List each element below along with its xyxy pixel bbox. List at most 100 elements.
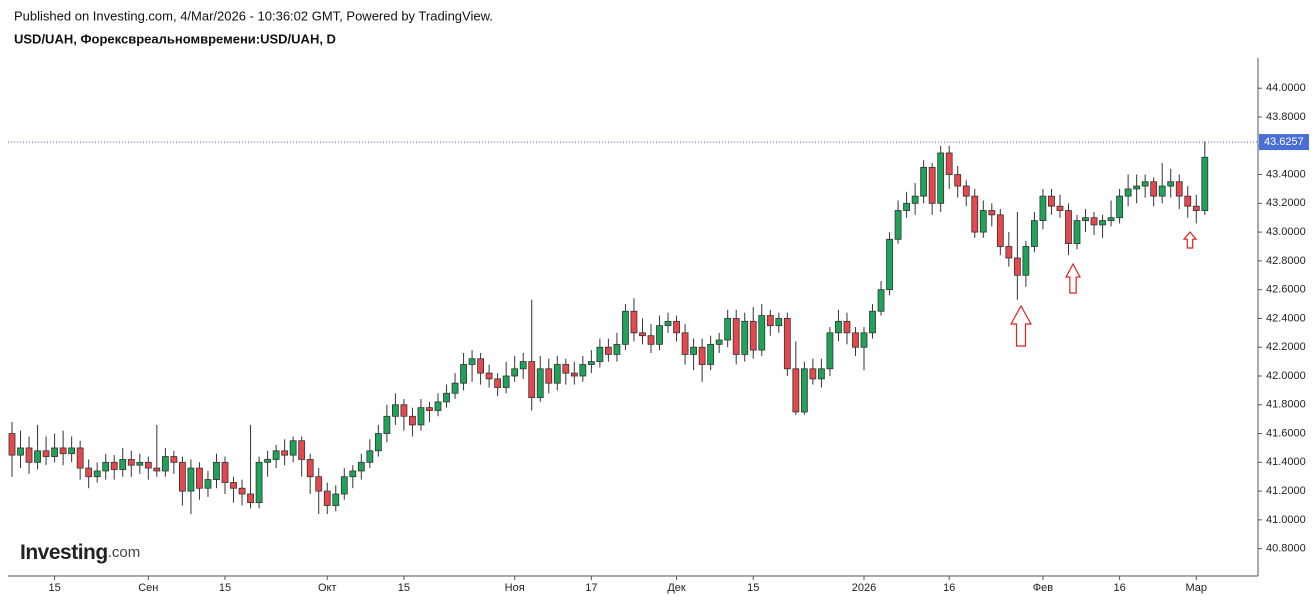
- candle: [289, 436, 297, 463]
- candle-body: [366, 450, 374, 463]
- candle-body: [426, 407, 433, 411]
- candle: [886, 232, 893, 296]
- candle-body: [843, 320, 851, 334]
- x-tick-label: 15: [398, 582, 410, 594]
- candle: [1005, 232, 1013, 267]
- candle-body: [775, 318, 783, 327]
- candle: [715, 332, 723, 353]
- candle: [374, 424, 382, 457]
- x-tick-label: 2026: [852, 582, 876, 594]
- candle-body: [502, 375, 510, 388]
- candle-body: [400, 404, 408, 417]
- candle-body: [766, 315, 774, 327]
- candle-body: [570, 372, 578, 377]
- candle: [1124, 174, 1132, 207]
- candle-body: [758, 315, 766, 351]
- x-tick-label: Фев: [1033, 582, 1053, 594]
- candle: [1192, 194, 1200, 224]
- y-tick-label: 42.8000: [1266, 255, 1306, 267]
- candle-body: [937, 152, 945, 204]
- candle-body: [1039, 195, 1047, 221]
- candle: [877, 281, 885, 316]
- candle: [102, 453, 110, 480]
- candle: [1013, 211, 1021, 300]
- x-tick-label: 16: [1113, 582, 1125, 594]
- candle: [357, 453, 365, 480]
- candle: [1133, 174, 1141, 204]
- candle: [238, 479, 246, 506]
- candle: [1065, 203, 1072, 256]
- candle: [136, 453, 144, 474]
- candle-body: [17, 447, 24, 456]
- candle-body: [417, 407, 425, 426]
- candle: [1150, 177, 1158, 207]
- candle: [613, 332, 621, 362]
- candle: [545, 358, 553, 394]
- candle: [962, 180, 970, 207]
- candle-body: [562, 364, 570, 374]
- candle: [366, 439, 374, 469]
- annotation-arrow: [1009, 304, 1033, 347]
- candle: [51, 433, 58, 463]
- candle-body: [528, 361, 536, 398]
- candle: [783, 312, 791, 376]
- candle: [391, 393, 399, 425]
- candle-body: [553, 364, 561, 384]
- candle: [306, 453, 314, 494]
- candle: [272, 445, 280, 469]
- candle-body: [519, 361, 527, 370]
- candle-body: [800, 368, 808, 413]
- candle-body: [1107, 217, 1115, 221]
- candle: [826, 327, 834, 376]
- candle-body: [170, 456, 178, 463]
- candle: [920, 160, 928, 204]
- candle-body: [860, 332, 868, 348]
- candle: [622, 304, 629, 351]
- candle-body: [357, 461, 365, 472]
- candle: [204, 470, 212, 497]
- candle-body: [281, 450, 289, 456]
- candle-body: [732, 318, 740, 355]
- logo-main: Investing: [20, 541, 108, 564]
- candle: [349, 465, 357, 489]
- candle-body: [374, 433, 382, 452]
- candle-body: [996, 214, 1004, 247]
- candle: [656, 315, 663, 351]
- y-tick-label: 42.4000: [1266, 312, 1306, 324]
- candle-body: [1201, 156, 1209, 211]
- x-tick-label: Сен: [138, 582, 158, 594]
- candle: [860, 327, 868, 371]
- candle: [766, 309, 774, 336]
- candle-body: [920, 166, 928, 197]
- candle: [818, 358, 825, 388]
- candle-body: [323, 490, 331, 506]
- candle: [460, 352, 467, 391]
- candle-body: [51, 447, 58, 457]
- candle-body: [979, 210, 987, 233]
- candle: [144, 456, 152, 480]
- candle: [59, 430, 67, 466]
- candle: [170, 450, 178, 474]
- candle-body: [545, 368, 553, 384]
- annotation-arrow: [1064, 262, 1082, 294]
- x-tick-label: Дек: [667, 582, 686, 594]
- candle: [954, 165, 962, 198]
- candle-body: [1116, 195, 1123, 219]
- last-price-label: 43.6257: [1264, 136, 1304, 148]
- candle-body: [213, 461, 220, 480]
- candle: [741, 312, 749, 362]
- x-tick-label: 16: [943, 582, 955, 594]
- y-tick-label: 41.2000: [1266, 485, 1306, 497]
- candle: [230, 476, 237, 503]
- candle-body: [1031, 220, 1038, 247]
- candle-body: [536, 368, 544, 398]
- candle: [187, 459, 195, 515]
- candle: [340, 468, 348, 500]
- candle: [323, 482, 331, 515]
- candle: [945, 145, 953, 189]
- candle: [996, 209, 1004, 256]
- candle: [1158, 163, 1166, 204]
- candle-body: [59, 447, 67, 455]
- y-tick-label: 43.0000: [1266, 226, 1306, 238]
